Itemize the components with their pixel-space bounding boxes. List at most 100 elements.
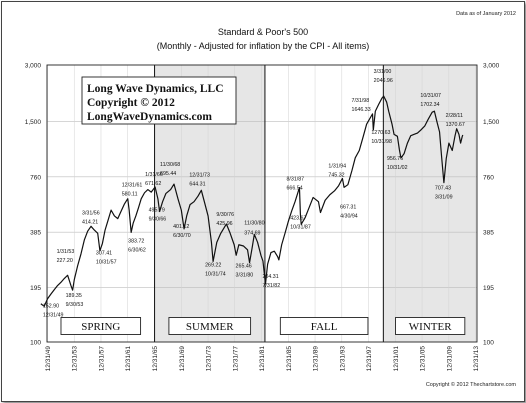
x-tick-label: 12/31/69 [179,346,186,372]
season-box-winter [395,317,466,335]
x-tick-label: 12/31/61 [125,346,132,372]
x-tick-label: 12/31/13 [473,346,480,372]
annotation-label: 423.67 [290,215,306,221]
annotation-label: 956.76 [387,156,403,162]
x-tick-label: 12/31/09 [446,346,453,372]
annotation-label: 4/30/94 [340,213,358,219]
data-note: Data as of January 2012 [456,11,516,17]
annotation-label: 10/31/87 [290,224,311,230]
y-tick-label-left: 1,500 [25,119,42,126]
x-tick-label: 12/31/89 [313,346,320,372]
watermark-box: Long Wave Dynamics, LLC Copyright © 2012… [81,76,237,125]
y-tick-label-right: 3,000 [483,63,500,70]
y-axis-right: 100 195 385 760 1,500 3,000 [483,63,500,347]
annotation-label: 1270.63 [371,130,390,136]
season-label-spring: SPRING [81,321,120,333]
chart-title: Standard & Poor's 500 [218,27,308,37]
annotation-label: 2/28/11 [446,113,463,119]
annotation-label: 265.46 [236,264,252,270]
annotation-label: 10/31/07 [420,93,441,99]
series-layer [40,95,464,307]
annotation-label: 11/30/80 [244,220,264,226]
annotation-label: 707.43 [435,186,451,192]
annotation-label: 12/31/61 [122,183,143,189]
annotation-label: 12/31/49 [43,313,64,319]
x-tick-label: 12/31/65 [152,346,159,372]
annotation-label: 495.79 [149,208,165,214]
annotation-label: 3/31/09 [435,195,453,201]
annotation-label: 695.44 [160,171,176,177]
annotation-label: 580.11 [122,192,138,198]
sp500-series-line-0 [40,95,464,307]
annotation-label: 1/31/94 [328,163,346,169]
y-tick-label-left: 3,000 [25,63,42,70]
x-tick-label: 12/31/81 [259,346,266,372]
annotation-label: 10/31/98 [371,139,392,145]
x-tick-label: 12/31/77 [232,346,239,372]
x-axis: 12/31/49 12/31/53 12/31/57 12/31/61 12/31/65… [45,346,480,372]
annotation-label: 401.12 [173,224,189,230]
x-tick-label: 12/31/05 [420,346,427,372]
annotation-label: 9/30/76 [216,212,234,218]
y-tick-label-right: 195 [483,285,494,292]
x-tick-label: 12/31/57 [98,346,105,372]
watermark-line-3: LongWaveDynamics.com [87,111,212,123]
season-box-spring [60,317,142,335]
annotation-label: 6/30/70 [173,233,191,239]
season-box-summer [168,317,252,335]
season-label-fall: FALL [311,321,338,333]
annotation-label: 2046.96 [374,78,393,84]
watermark-line-2: Copyright © 2012 [87,97,175,109]
annotation-label: 644.31 [189,181,205,187]
annotation-label: 7/31/98 [352,98,370,104]
annotation-label: 10/31/57 [96,260,117,266]
y-tick-label-right: 760 [483,174,494,181]
annotation-label: 189.35 [66,293,82,299]
annotation-label: 3/31/80 [236,273,254,279]
season-shade-3 [383,65,477,342]
annotation-label: 1646.33 [352,107,371,113]
y-tick-label-right: 100 [483,340,494,347]
annotation-label: 1370.67 [446,122,465,128]
data-labels: 152.90 12/31/49 1/31/53 227.20 189.35 9/30/53… [43,69,465,319]
annotation-label: 269.22 [205,262,221,268]
x-tick-label: 12/31/01 [393,346,400,372]
annotation-label: 12/31/73 [189,172,210,178]
copyright-note: Copyright © 2012 Thechartstore.com [426,381,517,388]
y-tick-label-left: 195 [30,285,41,292]
chart-subtitle: (Monthly - Adjusted for inflation by the… [157,41,370,51]
annotation-label: 10/31/02 [387,165,408,171]
annotation-label: 204.31 [262,274,278,280]
x-tick-label: 12/31/53 [72,346,79,372]
annotation-label: 671.62 [145,181,161,187]
x-tick-label: 12/31/93 [339,346,346,372]
annotation-label: 425.96 [216,221,232,227]
y-axis-left: 100 195 385 760 1,500 3,000 [25,63,42,347]
x-tick-label: 12/31/49 [45,346,52,372]
annotation-label: 667.31 [340,204,356,210]
annotation-label: 1702.34 [420,102,439,108]
plot-area-border [46,64,478,343]
annotation-label: 9/30/53 [66,302,84,308]
watermark-border [81,76,237,125]
annotation-label: 383.72 [128,238,144,244]
y-tick-label-left: 100 [30,340,41,347]
watermark-line-1: Long Wave Dynamics, LLC [87,83,224,95]
annotation-label: 11/30/68 [160,162,180,168]
annotation-label: 3/31/00 [374,69,392,75]
annotation-label: 6/30/62 [128,247,146,253]
annotation-label: 7/31/82 [262,283,280,289]
season-box-fall [279,317,369,335]
x-tick-label: 12/31/73 [206,346,213,372]
y-tick-label-right: 1,500 [483,119,500,126]
x-tick-label: 12/31/85 [286,346,293,372]
annotation-label: 1/31/66 [145,172,163,178]
annotation-label: 666.54 [286,186,302,192]
annotation-label: 745.32 [328,172,344,178]
annotation-label: 374.69 [244,230,260,236]
annotation-label: 9/30/66 [149,217,167,223]
y-tick-label-right: 385 [483,230,494,237]
season-label-winter: WINTER [409,321,452,333]
annotation-label: 152.90 [43,304,59,310]
